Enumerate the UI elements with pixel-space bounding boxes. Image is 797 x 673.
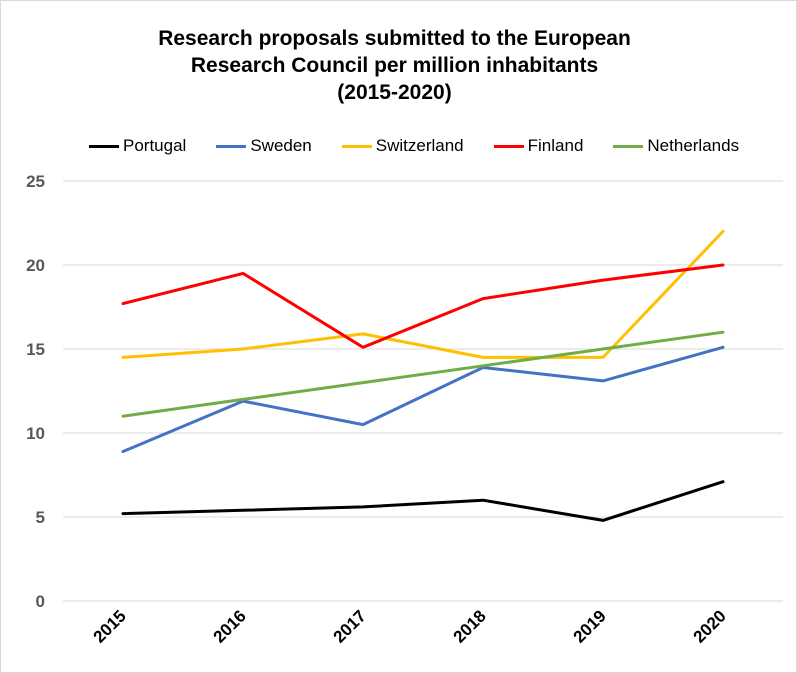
legend-item-finland: Finland [493, 136, 584, 156]
series-line-netherlands [121, 330, 725, 418]
series-line-switzerland [121, 229, 725, 359]
legend-label: Switzerland [375, 136, 464, 155]
legend-label: Sweden [250, 136, 312, 155]
legend-swatch [493, 144, 524, 148]
x-tick-label: 2015 [90, 606, 130, 646]
legend-item-switzerland: Switzerland [341, 136, 464, 156]
series-line-finland [121, 263, 725, 349]
series-line-portugal [121, 480, 725, 522]
x-tick-label: 2018 [450, 606, 490, 646]
legend-swatch [216, 144, 247, 148]
x-tick-label: 2016 [210, 606, 250, 646]
legend-label: Finland [527, 136, 584, 155]
y-tick-label: 5 [36, 508, 45, 527]
legend-item-netherlands: Netherlands [613, 136, 739, 156]
y-tick-label: 25 [26, 172, 45, 191]
y-tick-label: 0 [36, 592, 45, 611]
legend-label: Netherlands [647, 136, 740, 155]
legend-label: Portugal [123, 136, 187, 155]
x-tick-label: 2019 [570, 606, 610, 646]
x-tick-label: 2020 [690, 606, 730, 646]
legend-item-portugal: Portugal [89, 136, 186, 156]
x-tick-label: 2017 [330, 606, 370, 646]
legend: Portugal Sweden Switzerland Finland Netherla… [89, 134, 769, 158]
y-tick-label: 15 [26, 340, 45, 359]
legend-swatch [613, 144, 644, 148]
legend-swatch [89, 144, 119, 148]
chart-title: Research proposals submitted to the Euro… [158, 27, 631, 104]
y-tick-label: 10 [26, 424, 45, 443]
legend-item-sweden: Sweden [216, 136, 312, 156]
legend-swatch [341, 144, 372, 148]
y-tick-label: 20 [26, 256, 45, 275]
series-line-sweden [121, 345, 725, 453]
